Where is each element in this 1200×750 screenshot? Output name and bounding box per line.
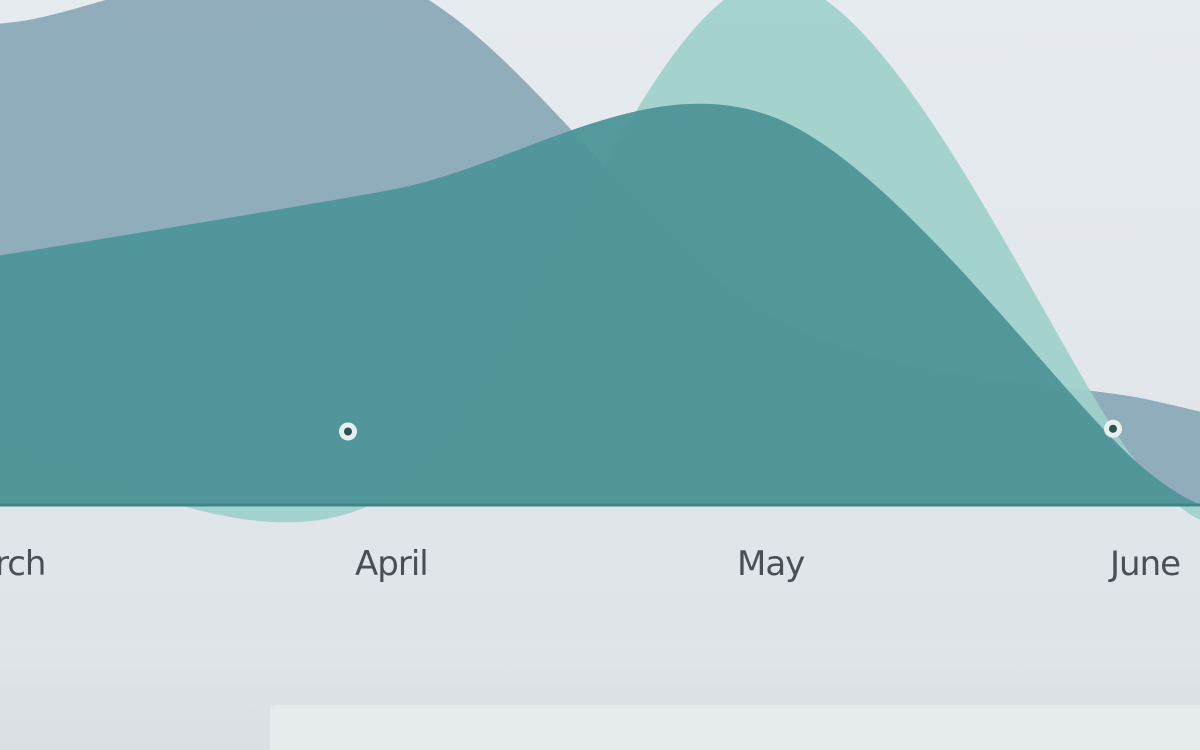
- data-point-marker-1: [339, 422, 357, 441]
- marker-layer: [339, 419, 1122, 441]
- x-tick-label: April: [355, 544, 428, 584]
- data-point-marker-2: [1104, 419, 1122, 438]
- x-tick-label: rch: [0, 544, 45, 584]
- area-series-3: [0, 103, 1200, 505]
- x-tick-label: June: [1108, 544, 1180, 584]
- series-layer: [0, 0, 1200, 523]
- x-tick-label: May: [737, 544, 805, 584]
- lower-panel: [270, 705, 1200, 750]
- x-axis-ticks: rch April May June: [0, 544, 1181, 584]
